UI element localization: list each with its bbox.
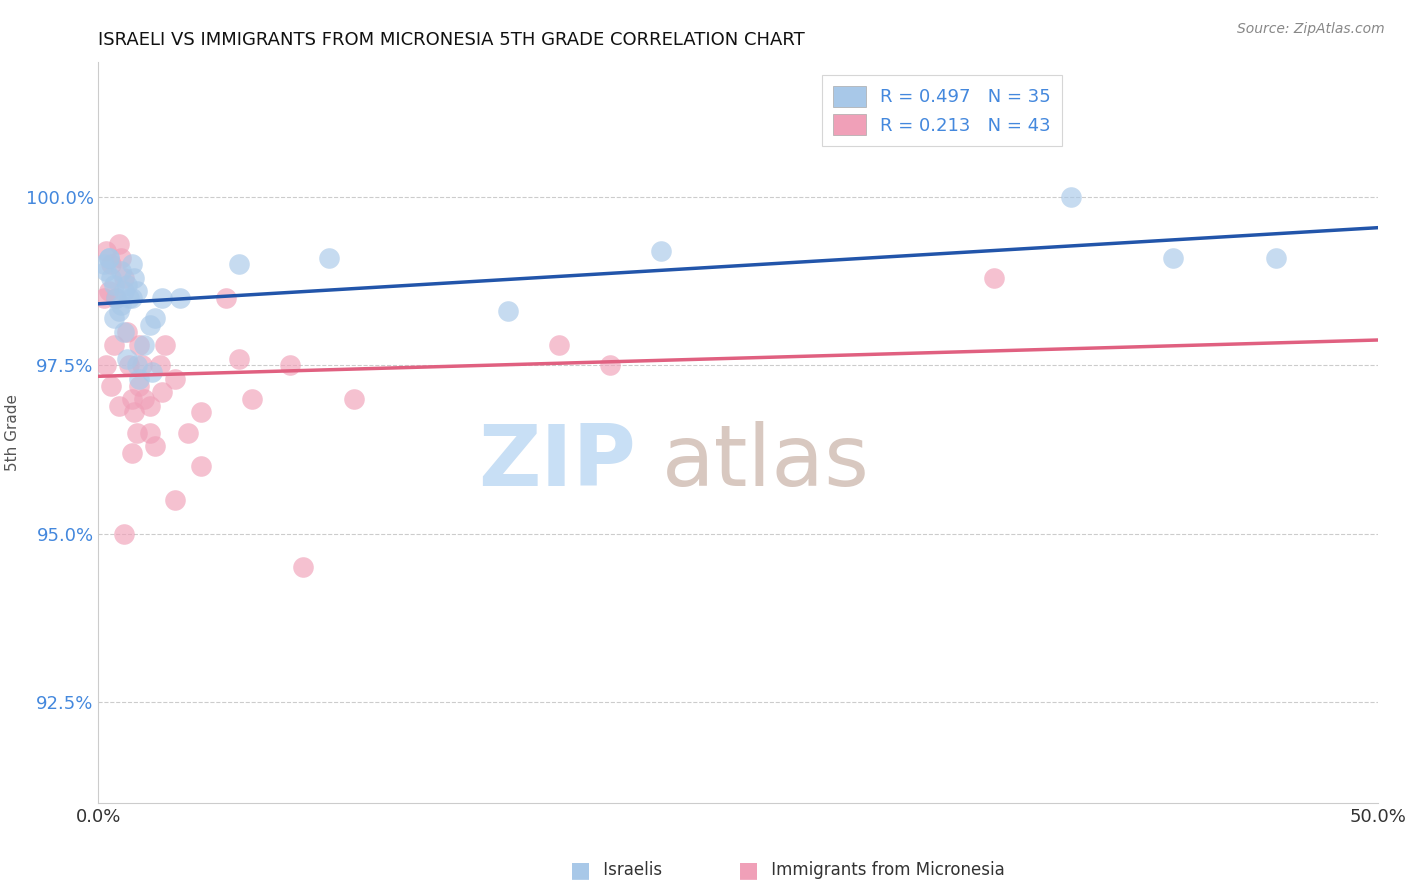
Point xyxy=(118,291,141,305)
Point xyxy=(108,399,131,413)
Point xyxy=(110,264,132,278)
Point xyxy=(128,378,150,392)
Point xyxy=(112,526,135,541)
Point xyxy=(93,257,115,271)
Point xyxy=(318,251,340,265)
Point xyxy=(121,392,143,406)
Point xyxy=(94,244,117,258)
Point xyxy=(599,359,621,373)
Point xyxy=(143,311,166,326)
Point xyxy=(152,385,174,400)
Text: atlas: atlas xyxy=(661,421,869,504)
Point xyxy=(143,439,166,453)
Point xyxy=(97,251,120,265)
Text: ■: ■ xyxy=(738,860,759,880)
Point xyxy=(134,392,156,406)
Point xyxy=(134,338,156,352)
Y-axis label: 5th Grade: 5th Grade xyxy=(6,394,20,471)
Point xyxy=(93,291,115,305)
Point xyxy=(110,298,132,312)
Point xyxy=(138,399,160,413)
Point xyxy=(121,446,143,460)
Point xyxy=(228,351,250,366)
Point xyxy=(153,338,176,352)
Point xyxy=(1264,251,1286,265)
Point xyxy=(138,318,160,332)
Point xyxy=(103,338,125,352)
Point xyxy=(100,270,122,285)
Point xyxy=(105,291,128,305)
Point xyxy=(165,372,187,386)
Point xyxy=(149,359,172,373)
Point xyxy=(112,270,135,285)
Point xyxy=(228,257,250,271)
Point xyxy=(103,311,125,326)
Point xyxy=(548,338,571,352)
Point xyxy=(165,492,187,507)
Point xyxy=(121,291,143,305)
Point xyxy=(496,304,519,318)
Legend: R = 0.497   N = 35, R = 0.213   N = 43: R = 0.497 N = 35, R = 0.213 N = 43 xyxy=(823,75,1062,145)
Point xyxy=(118,359,141,373)
Point xyxy=(215,291,238,305)
Point xyxy=(103,277,125,292)
Point xyxy=(1161,251,1184,265)
Point xyxy=(121,257,143,271)
Point xyxy=(125,359,148,373)
Point xyxy=(190,459,212,474)
Point xyxy=(115,325,138,339)
Text: ZIP: ZIP xyxy=(478,421,636,504)
Point xyxy=(125,285,148,299)
Point xyxy=(177,425,200,440)
Text: Immigrants from Micronesia: Immigrants from Micronesia xyxy=(766,861,1005,879)
Point xyxy=(100,378,122,392)
Point xyxy=(110,251,132,265)
Point xyxy=(97,251,120,265)
Point xyxy=(94,264,117,278)
Point xyxy=(122,270,145,285)
Point xyxy=(108,304,131,318)
Point xyxy=(94,359,117,373)
Point xyxy=(128,338,150,352)
Point xyxy=(115,277,138,292)
Text: ■: ■ xyxy=(569,860,591,880)
Text: Source: ZipAtlas.com: Source: ZipAtlas.com xyxy=(1237,22,1385,37)
Point xyxy=(141,365,163,379)
Point xyxy=(343,392,366,406)
Point xyxy=(152,291,174,305)
Point xyxy=(100,257,122,271)
Point xyxy=(650,244,672,258)
Point xyxy=(105,291,128,305)
Text: ISRAELI VS IMMIGRANTS FROM MICRONESIA 5TH GRADE CORRELATION CHART: ISRAELI VS IMMIGRANTS FROM MICRONESIA 5T… xyxy=(98,31,806,49)
Point xyxy=(240,392,263,406)
Point xyxy=(292,560,315,574)
Point xyxy=(278,359,302,373)
Point xyxy=(1060,190,1083,204)
Point xyxy=(128,372,150,386)
Point xyxy=(115,351,138,366)
Point xyxy=(112,285,135,299)
Point xyxy=(190,405,212,419)
Point xyxy=(131,359,153,373)
Point xyxy=(97,285,120,299)
Point xyxy=(108,237,131,252)
Point xyxy=(125,425,148,440)
Text: Israelis: Israelis xyxy=(598,861,662,879)
Point xyxy=(169,291,191,305)
Point xyxy=(112,325,135,339)
Point xyxy=(138,425,160,440)
Point xyxy=(983,270,1005,285)
Point xyxy=(122,405,145,419)
